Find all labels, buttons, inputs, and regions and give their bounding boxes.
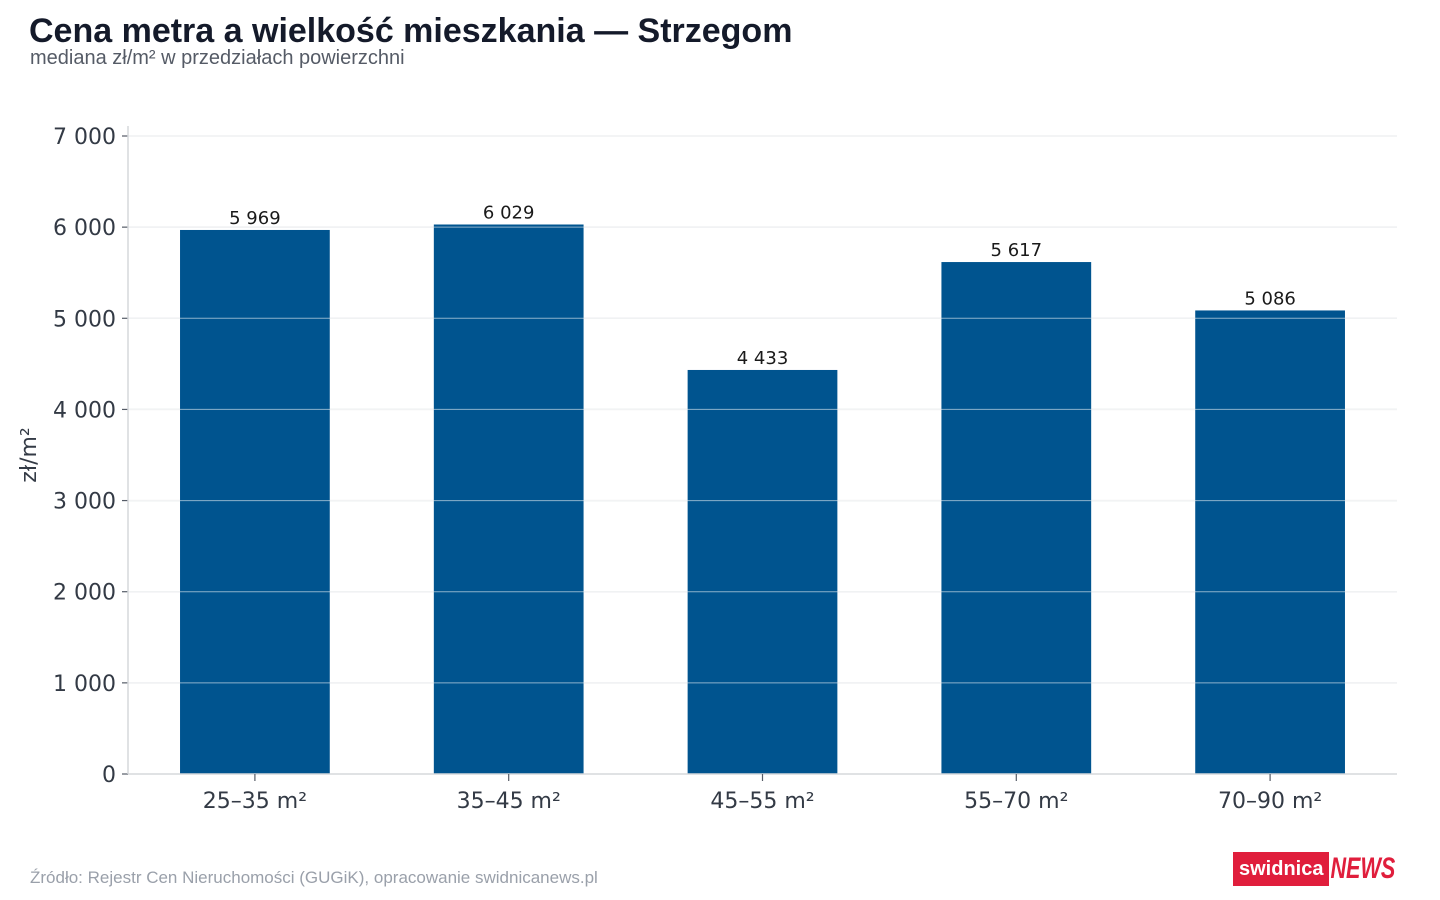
bar-value-label: 5 086 bbox=[1244, 288, 1296, 309]
bar bbox=[687, 369, 838, 774]
y-tick-label: 3 000 bbox=[53, 490, 116, 515]
bar bbox=[433, 224, 584, 775]
x-tick-label: 25–35 m² bbox=[203, 789, 307, 814]
chart-title: Cena metra a wielkość mieszkania — Strze… bbox=[29, 12, 793, 50]
bars: 5 969 6 029 4 433 5 617 5 086 bbox=[128, 135, 1397, 775]
bar bbox=[1195, 310, 1345, 774]
y-tick-label: 4 000 bbox=[53, 398, 116, 423]
bar-chart: 5 969 6 029 4 433 5 617 5 086 0 1 000 2 000 3 0… bbox=[17, 125, 1397, 814]
bar bbox=[180, 229, 330, 775]
y-tick-label: 2 000 bbox=[53, 581, 116, 606]
x-tick-label: 70–90 m² bbox=[1218, 789, 1322, 814]
bar-value-label: 5 969 bbox=[229, 208, 281, 229]
y-axis-label: zł/m² bbox=[17, 427, 42, 482]
chart-subtitle: mediana zł/m² w przedziałach powierzchni bbox=[30, 47, 405, 69]
bar bbox=[941, 262, 1092, 774]
bar-value-label: 4 433 bbox=[737, 348, 789, 369]
y-tick-label: 0 bbox=[102, 763, 116, 788]
logo-part-news: NEWS bbox=[1330, 852, 1396, 885]
source-note: Źródło: Rejestr Cen Nieruchomości (GUGiK… bbox=[30, 868, 598, 887]
y-tick-label: 1 000 bbox=[53, 672, 116, 697]
x-tick-label: 55–70 m² bbox=[964, 789, 1068, 814]
logo-part-swidnica: swidnica bbox=[1233, 852, 1330, 886]
x-tick-label: 45–55 m² bbox=[710, 789, 814, 814]
axes: 0 1 000 2 000 3 000 4 000 5 000 6 000 7 000 25–3… bbox=[53, 125, 1397, 814]
x-tick-label: 35–45 m² bbox=[457, 789, 561, 814]
y-tick-label: 6 000 bbox=[53, 216, 116, 241]
bar-value-label: 6 029 bbox=[483, 202, 535, 223]
y-tick-label: 5 000 bbox=[53, 307, 116, 332]
bar-value-label: 5 617 bbox=[991, 240, 1043, 261]
y-tick-label: 7 000 bbox=[53, 125, 116, 150]
swidnicanews-logo: swidnica NEWS bbox=[1233, 852, 1421, 886]
